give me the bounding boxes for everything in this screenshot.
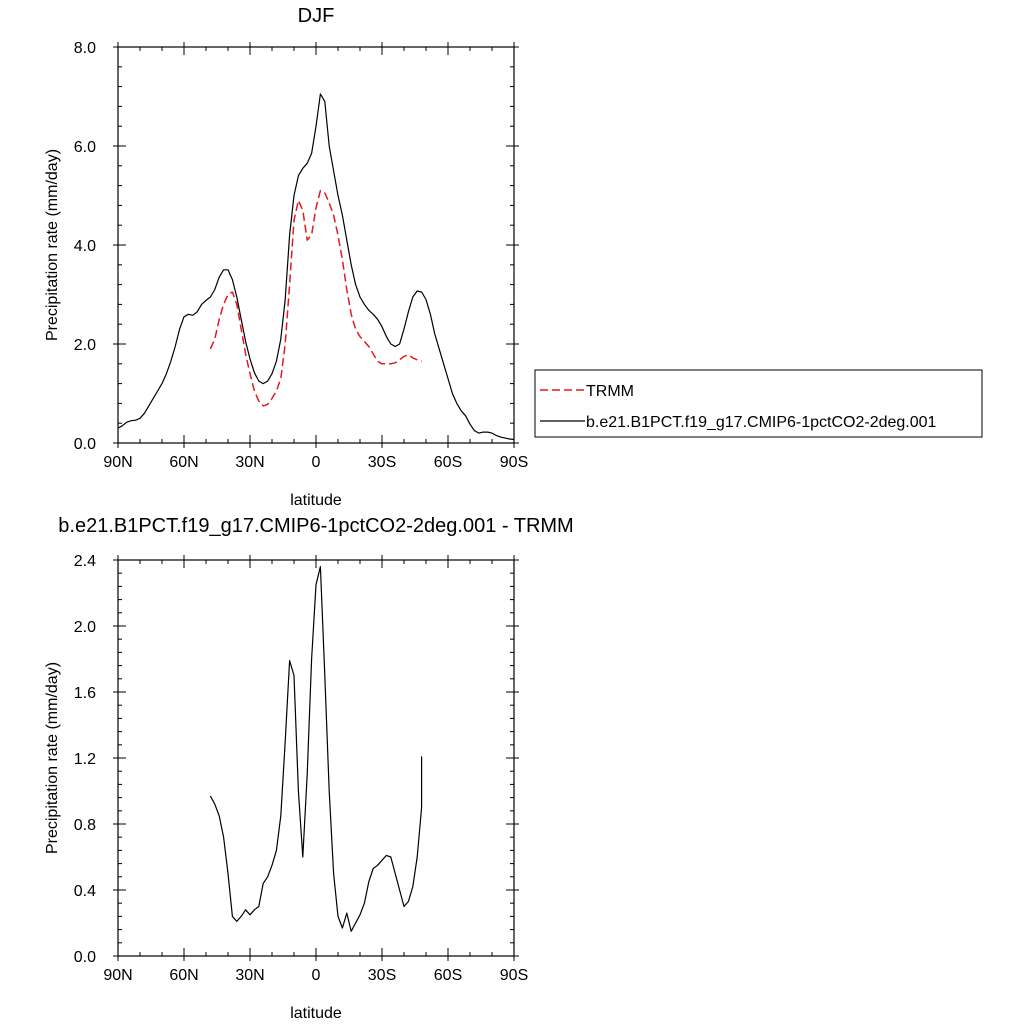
y-tick-label: 2.4: [74, 553, 96, 570]
x-tick-label: 30N: [235, 967, 264, 984]
x-tick-label: 0: [312, 454, 321, 471]
x-tick-label: 90N: [103, 454, 132, 471]
y-tick-label: 8.0: [74, 40, 96, 57]
plot-frame: [117, 559, 515, 957]
x-tick-label: 30N: [235, 454, 264, 471]
series-lines: [209, 566, 423, 932]
legend-label-trmm: TRMM: [586, 383, 634, 400]
chart-title: b.e21.B1PCT.f19_g17.CMIP6-1pctCO2-2deg.0…: [58, 515, 573, 537]
x-tick-label: 30S: [368, 967, 396, 984]
y-tick-label: 1.6: [74, 685, 96, 702]
x-tick-label: 0: [312, 967, 321, 984]
y-axis-label: Precipitation rate (mm/day): [44, 149, 61, 341]
series-lines: [117, 93, 515, 441]
axis-ticks: 90N 60N 30N 0 30S 60S 90S 0.0 0.4 0.8 1.2 1.6 2.0 2.4: [74, 553, 528, 984]
y-tick-label: 6.0: [74, 139, 96, 156]
x-tick-label: 60N: [169, 967, 198, 984]
plot-frame: [117, 46, 515, 444]
x-axis-label: latitude: [290, 492, 342, 509]
x-axis-label: latitude: [290, 1005, 342, 1022]
x-tick-label: 90S: [500, 967, 528, 984]
axis-ticks: 90N 60N 30N 0 30S 60S 90S 0.0 2.0 4.0 6.0 8.0: [74, 40, 528, 471]
y-tick-label: 2.0: [74, 337, 96, 354]
y-tick-label: 4.0: [74, 238, 96, 255]
y-axis-label: Precipitation rate (mm/day): [44, 662, 61, 854]
legend-label-model: b.e21.B1PCT.f19_g17.CMIP6-1pctCO2-2deg.0…: [586, 414, 937, 431]
chart-difference: b.e21.B1PCT.f19_g17.CMIP6-1pctCO2-2deg.0…: [44, 515, 574, 1022]
y-tick-label: 1.2: [74, 751, 96, 768]
x-tick-label: 60N: [169, 454, 198, 471]
chart-djf: DJF 90N 60N 30N 0 30S 60S 90S 0.0 2.0 4.0 6.0 8.0 l…: [44, 5, 983, 509]
x-tick-label: 90N: [103, 967, 132, 984]
x-tick-label: 30S: [368, 454, 396, 471]
y-tick-label: 2.0: [74, 619, 96, 636]
x-tick-label: 60S: [434, 967, 462, 984]
legend-box: [534, 369, 983, 438]
series-line-1: [117, 93, 515, 441]
y-tick-label: 0.0: [74, 436, 96, 453]
series-line-0: [209, 566, 423, 932]
y-tick-label: 0.4: [74, 883, 96, 900]
x-tick-label: 90S: [500, 454, 528, 471]
series-line-0: [209, 189, 422, 407]
x-tick-label: 60S: [434, 454, 462, 471]
chart-title: DJF: [298, 5, 335, 27]
y-tick-label: 0.0: [74, 949, 96, 966]
legend: TRMM b.e21.B1PCT.f19_g17.CMIP6-1pctCO2-2…: [534, 369, 983, 438]
y-tick-label: 0.8: [74, 817, 96, 834]
